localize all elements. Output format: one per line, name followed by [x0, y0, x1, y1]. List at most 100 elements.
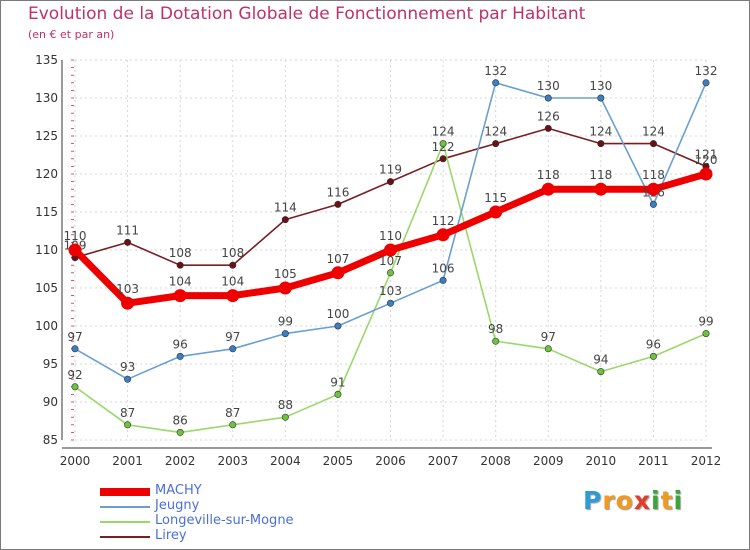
y-tick-label: 100 [35, 319, 58, 333]
data-label-lirey: 121 [695, 147, 718, 161]
data-point-lirey [492, 140, 500, 148]
data-label-lirey: 124 [484, 125, 507, 139]
data-point-longeville-sur-mogne [649, 352, 657, 360]
data-point-machy [646, 182, 660, 196]
data-point-lirey [649, 140, 657, 148]
legend-swatch-jeugny [100, 506, 150, 508]
data-label-lirey: 126 [537, 109, 560, 123]
data-point-longeville-sur-mogne [229, 421, 237, 429]
data-point-machy [173, 289, 187, 303]
legend-swatch-machy [100, 488, 150, 496]
data-label-lirey: 108 [169, 246, 192, 260]
data-point-lirey [334, 200, 342, 208]
data-label-machy: 104 [221, 275, 244, 289]
y-tick-label: 125 [35, 129, 58, 143]
data-point-jeugny [124, 375, 132, 383]
data-point-longeville-sur-mogne [702, 330, 710, 338]
data-point-jeugny [334, 322, 342, 330]
data-point-longeville-sur-mogne [176, 428, 184, 436]
y-tick-label: 110 [35, 243, 58, 257]
x-tick-label: 2002 [165, 454, 196, 468]
data-label-machy: 105 [274, 267, 297, 281]
data-point-machy [68, 243, 82, 257]
data-point-machy [541, 182, 555, 196]
x-tick-label: 2011 [638, 454, 669, 468]
data-label-jeugny: 130 [537, 79, 560, 93]
data-label-machy: 118 [537, 168, 560, 182]
data-label-jeugny: 93 [120, 360, 135, 374]
data-point-machy [384, 243, 397, 257]
data-label-longeville-sur-mogne: 94 [593, 353, 608, 367]
x-tick-label: 2008 [480, 454, 511, 468]
data-label-machy: 103 [116, 282, 139, 296]
data-label-lirey: 116 [326, 185, 349, 199]
data-point-lirey [544, 124, 552, 132]
data-label-lirey: 111 [116, 223, 139, 237]
data-label-jeugny: 106 [432, 261, 455, 275]
data-point-jeugny [439, 276, 447, 284]
data-label-longeville-sur-mogne: 91 [330, 375, 345, 389]
data-label-longeville-sur-mogne: 88 [278, 398, 293, 412]
y-tick-label: 130 [35, 91, 58, 105]
x-tick-label: 2003 [217, 454, 248, 468]
x-tick-label: 2012 [691, 454, 722, 468]
data-point-longeville-sur-mogne [544, 345, 552, 353]
data-point-machy [121, 296, 135, 310]
data-label-longeville-sur-mogne: 86 [173, 413, 188, 427]
chart-subtitle: (en € et par an) [28, 28, 115, 41]
data-point-lirey [439, 155, 447, 163]
data-point-jeugny [597, 94, 605, 102]
legend-label-longeville-sur-mogne: Longeville-sur-Mogne [155, 513, 294, 528]
y-tick-label: 85 [43, 433, 58, 447]
data-label-lirey: 119 [379, 163, 402, 177]
data-point-jeugny [229, 345, 237, 353]
data-label-longeville-sur-mogne: 107 [379, 254, 402, 268]
data-label-lirey: 124 [589, 125, 612, 139]
data-label-longeville-sur-mogne: 99 [698, 315, 713, 329]
data-point-lirey [281, 216, 289, 224]
legend-label-machy: MACHY [155, 483, 202, 498]
x-tick-label: 2007 [428, 454, 459, 468]
data-label-jeugny: 97 [225, 330, 240, 344]
x-tick-label: 2000 [60, 454, 91, 468]
legend-swatch-lirey [100, 536, 150, 538]
x-tick-label: 2001 [112, 454, 143, 468]
data-label-machy: 110 [379, 229, 402, 243]
data-label-lirey: 108 [221, 246, 244, 260]
data-label-machy: 112 [432, 214, 455, 228]
data-label-longeville-sur-mogne: 87 [225, 406, 240, 420]
legend-label-jeugny: Jeugny [155, 498, 200, 513]
data-label-longeville-sur-mogne: 92 [67, 368, 82, 382]
data-point-machy [331, 266, 345, 280]
data-label-machy: 107 [326, 252, 349, 266]
data-point-jeugny [649, 200, 657, 208]
data-point-longeville-sur-mogne [334, 390, 342, 398]
data-label-jeugny: 132 [484, 64, 507, 78]
data-label-machy: 118 [589, 168, 612, 182]
data-point-jeugny [386, 299, 394, 307]
data-label-jeugny: 132 [695, 64, 718, 78]
data-point-jeugny [702, 79, 710, 87]
y-tick-label: 115 [35, 205, 58, 219]
data-point-machy [436, 228, 450, 242]
legend-label-lirey: Lirey [155, 528, 187, 543]
data-point-longeville-sur-mogne [71, 383, 79, 391]
data-point-machy [489, 205, 503, 219]
y-tick-label: 120 [35, 167, 58, 181]
data-label-longeville-sur-mogne: 97 [541, 330, 556, 344]
data-point-jeugny [176, 352, 184, 360]
data-point-lirey [229, 261, 237, 269]
data-point-machy [699, 167, 713, 181]
data-point-lirey [176, 261, 184, 269]
legend-swatch-longeville-sur-mogne [100, 521, 150, 523]
data-point-jeugny [281, 330, 289, 338]
data-point-longeville-sur-mogne [281, 413, 289, 421]
x-tick-label: 2005 [323, 454, 354, 468]
data-point-machy [278, 281, 292, 295]
data-point-longeville-sur-mogne [386, 269, 394, 277]
data-label-lirey: 114 [274, 201, 297, 215]
data-label-machy: 115 [484, 191, 507, 205]
data-point-lirey [124, 238, 132, 246]
data-label-jeugny: 103 [379, 284, 402, 298]
